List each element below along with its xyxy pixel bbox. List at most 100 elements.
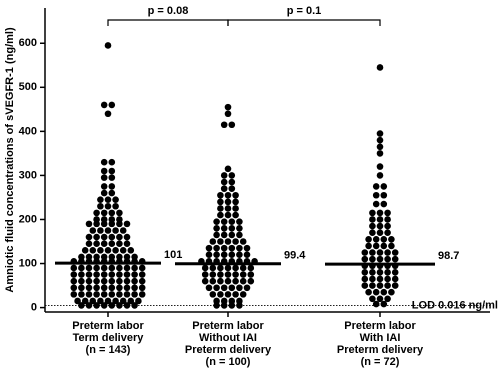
dot [365, 242, 372, 250]
dot [112, 196, 119, 203]
dot [220, 231, 228, 239]
dot [78, 271, 85, 278]
dot [369, 282, 376, 289]
dot [97, 297, 104, 305]
dot [205, 244, 213, 252]
y-tick-label: 300 [19, 169, 37, 181]
dot [384, 269, 391, 276]
dot [239, 291, 247, 298]
dot [376, 136, 384, 144]
x-tick-label: Term delivery [73, 332, 145, 344]
dot [232, 191, 239, 199]
dot [391, 275, 399, 283]
dot [201, 264, 209, 272]
dot [81, 297, 89, 305]
dot [372, 288, 380, 296]
dot [93, 240, 100, 248]
dot [78, 302, 85, 309]
dot [93, 271, 100, 278]
y-tick-label: 400 [19, 125, 37, 137]
dot [119, 297, 127, 305]
dot [236, 218, 243, 225]
dot [220, 224, 228, 232]
dot [369, 209, 376, 217]
dot [243, 284, 251, 292]
dot [85, 284, 93, 292]
dot [220, 284, 228, 292]
dot [243, 244, 251, 252]
dot [247, 264, 255, 272]
dot [228, 172, 236, 179]
dot [213, 224, 220, 232]
dot [85, 302, 93, 309]
median-label: 101 [164, 249, 182, 261]
dot [388, 288, 395, 296]
dot [380, 242, 388, 250]
dot [97, 196, 104, 203]
dot [135, 297, 142, 305]
dot [372, 300, 380, 308]
dot [209, 271, 217, 278]
dot [108, 277, 116, 285]
dot [372, 242, 380, 250]
dot [70, 277, 78, 285]
dot [100, 291, 108, 298]
dot [247, 277, 255, 285]
dot [224, 103, 232, 111]
dot [372, 183, 380, 190]
dot [369, 216, 376, 223]
dot [100, 284, 108, 292]
dot [224, 211, 232, 219]
dot [81, 247, 89, 254]
dot [70, 264, 78, 272]
dot [220, 218, 228, 225]
dot [236, 224, 243, 232]
dot [217, 191, 224, 199]
dot [224, 291, 232, 298]
dot [213, 231, 220, 239]
dot [93, 220, 100, 228]
median-label: 98.7 [438, 250, 459, 262]
dot [380, 200, 388, 208]
dot [116, 209, 123, 217]
dot [209, 264, 217, 272]
dot [384, 295, 391, 303]
dot [112, 247, 119, 254]
dot [116, 220, 123, 228]
dot [201, 271, 209, 278]
dot [224, 205, 232, 212]
dot [236, 251, 243, 259]
dot [369, 269, 376, 276]
dot [108, 174, 116, 181]
dot [85, 291, 93, 298]
dot [232, 211, 239, 219]
dot [228, 231, 236, 239]
median-label: 99.4 [284, 250, 306, 262]
dot [108, 264, 116, 272]
dot [239, 271, 247, 278]
dot [224, 264, 232, 272]
dot [376, 255, 384, 263]
dot [108, 101, 116, 109]
dot [100, 220, 108, 228]
dot [116, 291, 123, 298]
dot [220, 121, 228, 129]
dot [104, 196, 112, 203]
dot [232, 277, 239, 285]
x-tick-label: (n = 100) [206, 356, 251, 368]
dot [213, 244, 220, 252]
dot [376, 64, 384, 71]
dot [138, 291, 146, 298]
dot [369, 275, 376, 283]
dot [104, 42, 112, 49]
dot [384, 255, 391, 263]
lod-label: LOD 0.016 ng/ml [412, 299, 498, 311]
dot [224, 191, 232, 199]
dot [247, 271, 255, 278]
dot [224, 238, 232, 245]
dot [376, 143, 384, 151]
dot [361, 282, 369, 289]
dot [100, 277, 108, 285]
dot [78, 291, 85, 298]
dot [239, 277, 247, 285]
